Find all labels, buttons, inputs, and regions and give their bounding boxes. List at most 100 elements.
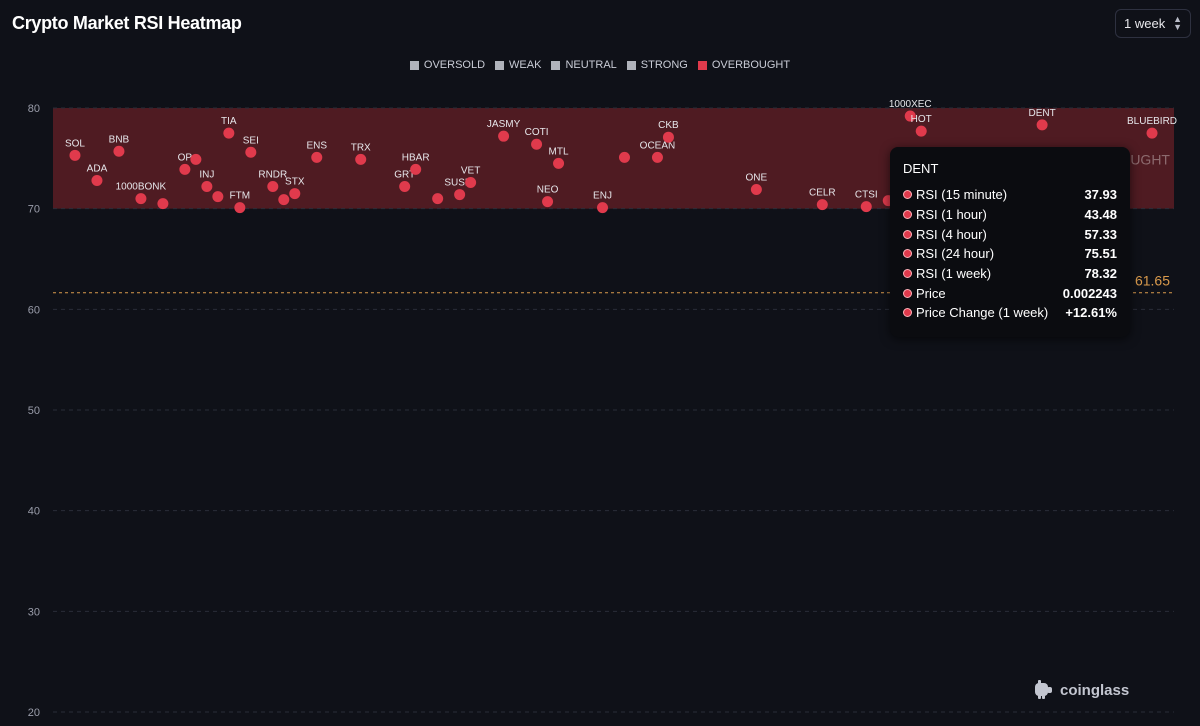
- data-label: GRT: [394, 170, 415, 181]
- legend-swatch: [697, 60, 707, 70]
- data-point-sushi: [454, 189, 466, 201]
- data-label: TRX: [351, 142, 371, 153]
- tooltip-dot-icon: [903, 288, 912, 298]
- legend-swatch: [626, 60, 636, 70]
- data-point-sol: [69, 149, 81, 161]
- y-tick-label: 40: [28, 506, 40, 518]
- tooltip-row-value: 43.48: [1084, 207, 1117, 223]
- legend-label: OVERBOUGHT: [711, 59, 791, 71]
- time-range-select[interactable]: 1 week ▲ ▼: [1115, 9, 1191, 38]
- data-label: RNDR: [258, 170, 287, 181]
- tooltip-rows: RSI (15 minute) 37.93 RSI (1 hour) 43.48 RSI…: [903, 185, 1117, 323]
- tooltip-dot-icon: [903, 210, 912, 220]
- y-tick-label: 60: [28, 304, 40, 316]
- data-label: HOT: [911, 114, 932, 125]
- legend-item-oversold[interactable]: OVERSOLD: [409, 59, 486, 71]
- data-point-sei: [245, 146, 257, 158]
- data-label: OP: [178, 152, 193, 163]
- data-point-unlabeled: [618, 151, 630, 163]
- tooltip-row-label: RSI (24 hour): [916, 246, 995, 262]
- y-tick-label: 20: [28, 707, 40, 719]
- data-point-1000xec: [904, 110, 916, 122]
- legend-item-overbought[interactable]: OVERBOUGHT: [697, 59, 791, 71]
- data-label: CTSI: [855, 190, 878, 201]
- data-point-ctsi: [860, 201, 872, 213]
- point-tooltip: DENT RSI (15 minute) 37.93 RSI (1 hour) 43.…: [890, 147, 1130, 337]
- coinglass-logo-icon: [1035, 680, 1052, 699]
- data-label: ENS: [306, 140, 327, 151]
- y-tick-label: 30: [28, 606, 40, 618]
- data-point-mtl: [553, 157, 565, 169]
- tooltip-row: RSI (1 week) 78.32: [903, 264, 1117, 284]
- data-point-coti: [531, 138, 543, 150]
- time-range-value: 1 week: [1124, 16, 1166, 31]
- data-label: ONE: [746, 173, 768, 184]
- data-point-enj: [597, 202, 609, 214]
- tooltip-row-label: Price Change (1 week): [916, 305, 1049, 321]
- data-point-unlabeled: [432, 193, 444, 205]
- data-point-bluebird: [1146, 127, 1158, 139]
- y-tick-label: 70: [28, 204, 40, 216]
- data-point-vet: [465, 176, 477, 188]
- data-label: 1000XEC: [889, 99, 932, 110]
- legend-swatch: [495, 60, 505, 70]
- tooltip-row: RSI (4 hour) 57.33: [903, 224, 1117, 244]
- legend-label: WEAK: [509, 59, 542, 71]
- data-label: HBAR: [402, 152, 430, 163]
- tooltip-dot-icon: [903, 249, 912, 259]
- data-label: INJ: [199, 170, 214, 181]
- data-point-1000bonk: [135, 193, 147, 205]
- tooltip-row-value: 75.51: [1084, 246, 1117, 262]
- data-label: ENJ: [593, 191, 612, 202]
- data-label: JASMY: [487, 119, 521, 130]
- data-label: STX: [285, 177, 305, 188]
- data-point-ftm: [234, 202, 246, 214]
- legend-item-strong[interactable]: STRONG: [626, 59, 688, 71]
- tooltip-row: Price Change (1 week) +12.61%: [903, 303, 1117, 323]
- data-point-tia: [223, 127, 235, 139]
- tooltip-row-value: 37.93: [1084, 187, 1117, 203]
- data-label: NEO: [537, 185, 559, 196]
- data-point-one: [750, 184, 762, 196]
- chart-legend: OVERSOLD WEAK NEUTRAL STRONG OVERBOUGHT: [0, 59, 1200, 71]
- legend-item-neutral[interactable]: NEUTRAL: [551, 59, 617, 71]
- legend-label: OVERSOLD: [423, 59, 486, 71]
- legend-swatch: [409, 60, 419, 70]
- chevron-updown-icon: ▲ ▼: [1173, 14, 1182, 32]
- data-label: CKB: [658, 120, 679, 131]
- data-point-ocean: [651, 151, 663, 163]
- data-point-op: [179, 163, 191, 175]
- tooltip-row-value: 78.32: [1084, 266, 1117, 282]
- y-tick-label: 80: [28, 103, 40, 115]
- data-label: MTL: [549, 146, 569, 157]
- tooltip-dot-icon: [903, 269, 912, 279]
- data-point-inj: [201, 181, 213, 193]
- data-point-unlabeled: [278, 194, 290, 206]
- legend-item-weak[interactable]: WEAK: [495, 59, 541, 71]
- average-line-label: 61.65: [1135, 273, 1170, 289]
- tooltip-row-label: RSI (1 week): [916, 266, 992, 282]
- data-label: 1000BONK: [116, 182, 167, 193]
- data-point-dent: [1036, 119, 1048, 131]
- data-point-ckb: [662, 131, 674, 143]
- data-label: OCEAN: [640, 140, 676, 151]
- watermark-text: coinglass: [1060, 681, 1130, 699]
- tooltip-row: Price 0.002243: [903, 283, 1117, 303]
- legend-swatch: [551, 60, 561, 70]
- tooltip-dot-icon: [903, 229, 912, 239]
- data-label: COTI: [525, 127, 549, 138]
- tooltip-row-label: RSI (1 hour): [916, 207, 987, 223]
- data-label: CELR: [809, 188, 836, 199]
- tooltip-dot-icon: [903, 190, 912, 200]
- tooltip-row: RSI (24 hour) 75.51: [903, 244, 1117, 264]
- data-label: DENT: [1029, 108, 1056, 119]
- tooltip-row-value: 0.002243: [1062, 285, 1117, 301]
- tooltip-dot-icon: [903, 308, 912, 318]
- data-point-neo: [542, 196, 554, 208]
- tooltip-row: RSI (1 hour) 43.48: [903, 205, 1117, 225]
- data-label: SUSHI: [444, 178, 475, 189]
- tooltip-row-label: Price: [916, 285, 946, 301]
- tooltip-row: RSI (15 minute) 37.93: [903, 185, 1117, 205]
- tooltip-row-label: RSI (4 hour): [916, 226, 987, 242]
